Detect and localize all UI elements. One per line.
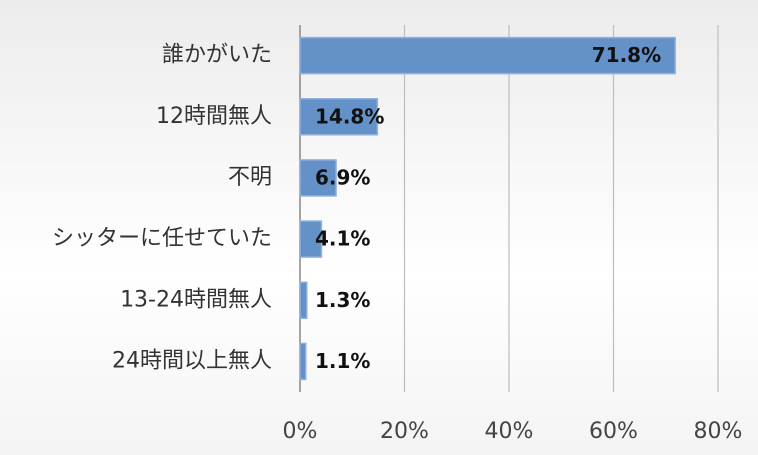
x-tick-label: 60%	[589, 419, 638, 444]
value-label: 6.9%	[315, 165, 370, 189]
y-tick-label: 13-24時間無人	[120, 287, 272, 312]
value-label: 1.3%	[315, 288, 370, 312]
bar	[299, 98, 379, 136]
x-tick-label: 0%	[283, 419, 318, 444]
x-tick-label: 40%	[485, 419, 534, 444]
value-label: 14.8%	[315, 104, 384, 128]
y-tick-label: 誰かがいた	[162, 43, 272, 68]
bar	[299, 281, 308, 319]
value-label: 4.1%	[315, 227, 370, 251]
x-tick-label: 20%	[380, 419, 429, 444]
bar	[299, 342, 307, 381]
value-label: 1.1%	[315, 349, 370, 373]
bar	[299, 36, 676, 75]
y-tick-label: 12時間無人	[156, 104, 272, 129]
bar	[299, 220, 323, 258]
value-label: 71.8%	[592, 43, 661, 67]
y-tick-label: 24時間以上無人	[112, 348, 272, 373]
y-tick-label: シッターに任せていた	[52, 226, 272, 251]
bar	[299, 159, 337, 197]
y-tick-label: 不明	[228, 165, 272, 190]
x-tick-label: 80%	[694, 419, 743, 444]
